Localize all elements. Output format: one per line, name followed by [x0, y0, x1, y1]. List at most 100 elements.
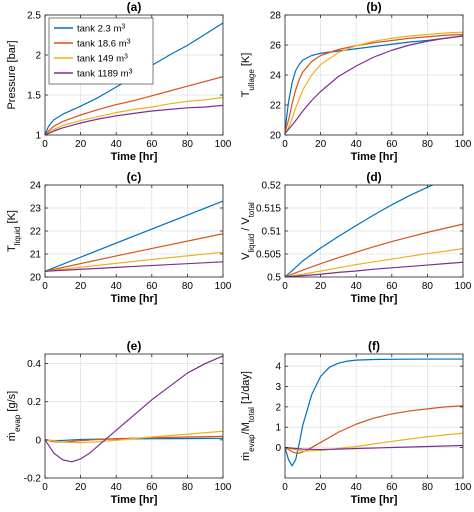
series-line	[45, 251, 223, 272]
x-axis-label: Time [hr]	[111, 151, 158, 163]
y-tick-label: 24	[30, 181, 42, 192]
x-tick-label: 20	[315, 482, 327, 493]
x-tick-label: 40	[351, 281, 363, 292]
legend-label: tank 18.6 m3	[77, 38, 131, 50]
y-tick-label: 0	[35, 435, 41, 446]
y-tick-label: -0.2	[24, 474, 42, 485]
x-tick-label: 80	[182, 482, 194, 493]
y-axis-label: Vliquid / Vtotal	[240, 202, 256, 260]
y-tick-label: 21	[30, 250, 42, 261]
series-group	[285, 185, 463, 277]
x-tick-label: 20	[315, 139, 327, 150]
series-line	[45, 261, 223, 272]
series-group	[285, 31, 463, 134]
y-tick-label: 1	[35, 131, 41, 142]
y-axis-label: ṁevap [g/s]	[6, 391, 22, 441]
x-tick-label: 100	[455, 281, 472, 292]
series-line	[285, 261, 463, 277]
series-group	[45, 200, 223, 272]
y-tick-label: 0.2	[27, 397, 41, 408]
series-line	[45, 355, 223, 463]
x-tick-label: 40	[351, 139, 363, 150]
legend: tank 2.3 m3 tank 18.6 m3 tank 149 m3 tank 1…	[48, 17, 154, 85]
x-tick-label: 40	[111, 281, 123, 292]
x-tick-label: 40	[351, 482, 363, 493]
series-line	[45, 76, 223, 135]
panel-d: 0 20 40 60 80 100 0.5 0.505 0.51 0.515 0.52 (d) Time…	[240, 170, 472, 305]
y-tick-label: 24	[270, 71, 282, 82]
x-tick-label: 0	[282, 281, 288, 292]
series-line	[45, 430, 223, 444]
panel-title: (e)	[127, 339, 142, 353]
plot-area	[285, 354, 463, 478]
x-tick-label: 20	[75, 281, 87, 292]
series-line	[285, 247, 463, 277]
y-tick-label: 0.515	[256, 204, 281, 215]
y-tick-label: 0	[275, 443, 281, 454]
series-line	[285, 35, 463, 134]
x-tick-label: 80	[422, 139, 434, 150]
legend-label: tank 1189 m3	[77, 68, 133, 80]
series-line	[285, 405, 463, 454]
y-tick-label: 22	[270, 101, 282, 112]
y-tick-label: 1	[275, 423, 281, 434]
y-tick-label: 28	[270, 11, 282, 22]
x-tick-label: 100	[215, 139, 232, 150]
x-tick-label: 40	[111, 139, 123, 150]
x-tick-label: 0	[282, 139, 288, 150]
x-tick-label: 80	[182, 281, 194, 292]
series-line	[285, 33, 463, 133]
x-axis-label: Time [hr]	[351, 293, 398, 305]
x-axis-label: Time [hr]	[351, 151, 398, 163]
y-tick-label: 23	[30, 204, 42, 215]
y-tick-label: 2.5	[27, 11, 41, 22]
x-axis-label: Time [hr]	[111, 494, 158, 506]
panel-title: (d)	[366, 170, 381, 184]
x-tick-label: 20	[75, 139, 87, 150]
panel-title: (a)	[127, 0, 142, 14]
x-tick-label: 100	[455, 139, 472, 150]
x-tick-label: 60	[146, 281, 158, 292]
series-line	[285, 444, 463, 451]
axes-box	[44, 14, 224, 136]
y-tick-label: 22	[30, 227, 42, 238]
y-tick-label: 2	[35, 51, 41, 62]
series-line	[285, 358, 463, 467]
x-tick-label: 60	[386, 139, 398, 150]
y-tick-label: 1.5	[27, 91, 41, 102]
x-tick-label: 60	[386, 281, 398, 292]
x-tick-label: 0	[42, 139, 48, 150]
series-group	[45, 22, 223, 135]
x-axis-label: Time [hr]	[111, 293, 158, 305]
x-tick-label: 80	[182, 139, 194, 150]
panel-title: (c)	[127, 170, 142, 184]
plot-area	[45, 354, 223, 478]
y-axis-label: Tullage [K]	[240, 53, 256, 98]
x-tick-label: 0	[42, 482, 48, 493]
y-tick-label: 3	[275, 382, 281, 393]
series-line	[45, 104, 223, 135]
y-tick-label: 4	[275, 362, 281, 373]
y-tick-label: 2	[275, 402, 281, 413]
x-tick-label: 20	[75, 482, 87, 493]
y-tick-label: 0.5	[267, 273, 281, 284]
x-tick-label: 100	[455, 482, 472, 493]
axes-box	[284, 353, 464, 479]
panel-f: 0 20 40 60 80 100 0 1 2 3 4 (f) Time [hr] ṁevap/Mtota…	[240, 339, 472, 506]
y-axis-label: Tliquid [K]	[6, 210, 22, 252]
y-tick-label: 0.4	[27, 359, 41, 370]
series-line	[285, 432, 463, 452]
x-tick-label: 20	[315, 281, 327, 292]
series-line	[45, 96, 223, 135]
series-line	[285, 223, 463, 277]
series-line	[45, 200, 223, 272]
x-tick-label: 40	[111, 482, 123, 493]
series-group	[45, 355, 223, 463]
y-tick-label: 26	[270, 41, 282, 52]
series-line	[45, 22, 223, 135]
y-tick-label: 20	[270, 131, 282, 142]
y-axis-label: Pressure [bar]	[6, 40, 18, 109]
series-line	[45, 233, 223, 272]
